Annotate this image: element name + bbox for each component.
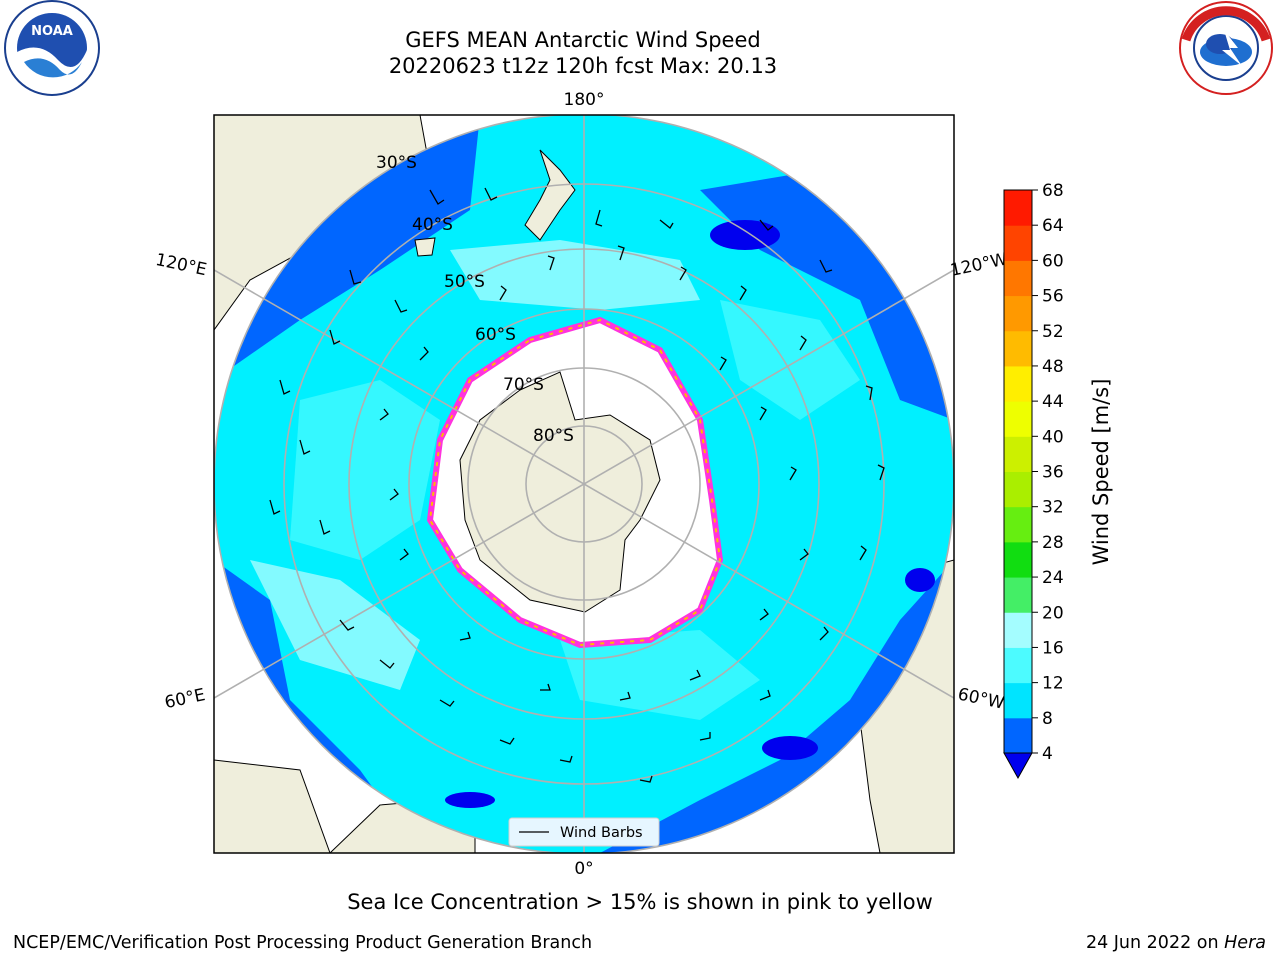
noaa-logo: NOAA bbox=[4, 0, 100, 96]
colorbar-segment bbox=[1004, 225, 1032, 261]
colorbar-tick-label: 36 bbox=[1042, 463, 1064, 483]
lat-label-50s: 50°S bbox=[444, 272, 485, 292]
colorbar-segment bbox=[1004, 365, 1032, 402]
noaa-logo-text: NOAA bbox=[31, 24, 73, 39]
colorbar-segment bbox=[1004, 401, 1032, 437]
chart-title: GEFS MEAN Antarctic Wind Speed bbox=[405, 28, 761, 52]
wind-barbs bbox=[269, 187, 885, 783]
colorbar-tick-label: 32 bbox=[1042, 498, 1064, 518]
lon-label-120e: 120°E bbox=[154, 250, 209, 280]
lat-label-40s: 40°S bbox=[412, 215, 453, 235]
colorbar-segment bbox=[1004, 541, 1032, 578]
colorbar-tick-label: 12 bbox=[1042, 674, 1064, 694]
footer-credit: NCEP/EMC/Verification Post Processing Pr… bbox=[13, 933, 593, 953]
colorbar-tick-label: 20 bbox=[1042, 603, 1064, 623]
colorbar-segment bbox=[1004, 506, 1032, 543]
colorbar-tick-label: 28 bbox=[1042, 533, 1064, 553]
footer-date-text: 24 Jun 2022 on bbox=[1085, 933, 1225, 953]
lon-label-60e: 60°E bbox=[163, 685, 207, 713]
colorbar-segment bbox=[1004, 260, 1032, 297]
lat-label-60s: 60°S bbox=[475, 325, 516, 345]
colorbar-tick-label: 56 bbox=[1042, 287, 1064, 307]
legend-label: Wind Barbs bbox=[560, 825, 643, 841]
colorbar-tick-label: 24 bbox=[1042, 568, 1064, 588]
colorbar-segment bbox=[1004, 436, 1032, 472]
colorbar-segment bbox=[1004, 330, 1032, 367]
tasmania-land bbox=[414, 237, 436, 257]
colorbar-tick-label: 48 bbox=[1042, 357, 1064, 377]
colorbar-segment bbox=[1004, 612, 1032, 648]
colorbar-tick-label: 44 bbox=[1042, 392, 1064, 412]
lat-label-30s: 30°S bbox=[376, 153, 417, 173]
colorbar-label: Wind Speed [m/s] bbox=[1089, 379, 1113, 566]
colorbar-tick-label: 68 bbox=[1042, 181, 1064, 201]
madagascar-land bbox=[214, 759, 331, 853]
colorbar-tick-label: 40 bbox=[1042, 427, 1064, 447]
colorbar-tick-label: 4 bbox=[1042, 744, 1053, 764]
legend-box bbox=[508, 817, 660, 847]
sea-ice-caption: Sea Ice Concentration > 15% is shown in … bbox=[347, 890, 933, 914]
colorbar-tick-label: 16 bbox=[1042, 638, 1064, 658]
colorbar-segment bbox=[1004, 717, 1032, 754]
lon-label-180: 180° bbox=[564, 90, 605, 110]
map-frame bbox=[213, 114, 955, 854]
colorbar-segment bbox=[1004, 295, 1032, 332]
longitude-gridlines bbox=[214, 115, 954, 853]
colorbar-segment bbox=[1004, 647, 1032, 684]
colorbar-segment bbox=[1004, 682, 1032, 719]
colorbar-segment bbox=[1004, 190, 1032, 226]
colorbar-tick-label: 60 bbox=[1042, 251, 1064, 271]
colorbar-segment bbox=[1004, 471, 1032, 508]
lon-label-0: 0° bbox=[574, 859, 593, 879]
colorbar-segment bbox=[1004, 577, 1032, 613]
footer-date: 24 Jun 2022 on Hera bbox=[1086, 933, 1266, 953]
lat-label-80s: 80°S bbox=[533, 426, 574, 446]
colorbar-tick-label: 64 bbox=[1042, 216, 1064, 236]
lat-label-70s: 70°S bbox=[503, 375, 544, 395]
nws-logo bbox=[1179, 1, 1273, 95]
footer-host: Hera bbox=[1224, 933, 1266, 953]
colorbar-tick-label: 52 bbox=[1042, 322, 1064, 342]
chart-subtitle: 20220623 t12z 120h fcst Max: 20.13 bbox=[388, 54, 778, 78]
colorbar-tick-label: 8 bbox=[1042, 709, 1053, 729]
